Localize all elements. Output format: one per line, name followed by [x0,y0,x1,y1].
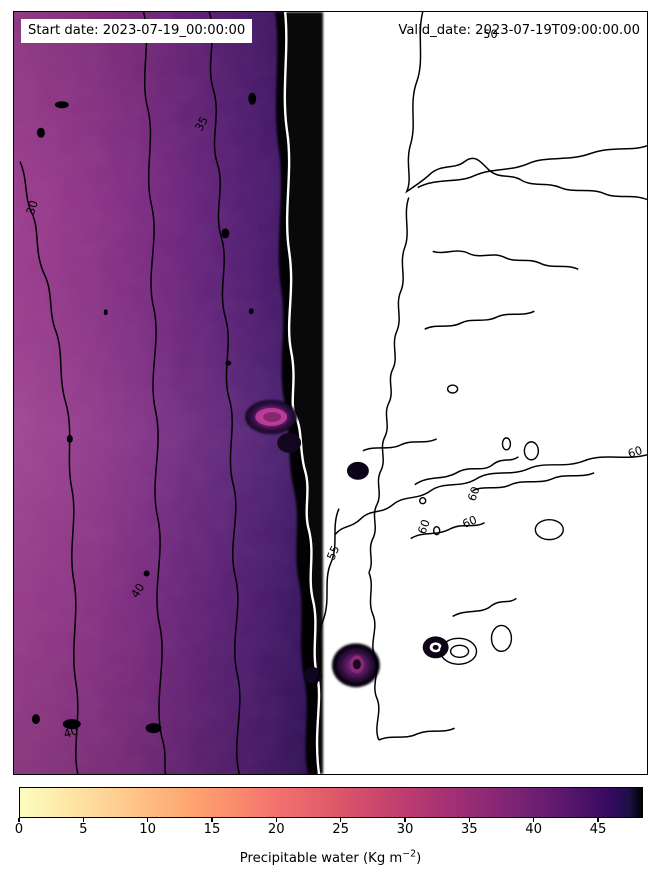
svg-text:60: 60 [415,517,433,535]
field-speckles [31,92,257,734]
colorbar-axis-label: Precipitable water (Kg m−2) [0,848,661,866]
colorbar-tick-mark [18,818,20,822]
colorbar-tick-label: 30 [396,822,414,837]
colorbar-tick-mark [404,818,406,822]
colorbar-tick-mark [533,818,535,822]
hotspot-group [245,399,449,688]
contour-label-group: 30 35 40 40 50 55 [23,27,644,741]
colorbar-tick-label: 45 [589,822,607,837]
precipitable-water-field: 30 35 40 40 50 55 [14,12,647,774]
start-date-title: Start date: 2023-07-19_00:00:00 [21,19,253,44]
colorbar-gradient [19,787,643,818]
colorbar-tick-label: 0 [14,822,24,837]
colorbar-tick-mark [82,818,84,822]
colorbar-tick-label: 10 [139,822,157,837]
svg-text:35: 35 [192,114,211,133]
colorbar-tick-label: 20 [267,822,285,837]
colorbar-tick-mark [468,818,470,822]
colorbar-tick-mark [597,818,599,822]
contour-islets [419,384,564,665]
colorbar-label-suffix: ) [416,851,422,866]
airmass-boundary [362,12,647,741]
svg-text:40: 40 [128,581,148,601]
colorbar-tick-label: 35 [460,822,478,837]
colorbar-tick-container: 0 5 10 15 20 25 30 35 40 45 [15,818,643,848]
colorbar-tick-label: 15 [203,822,221,837]
svg-text:60: 60 [626,443,644,461]
colorbar-tick-label: 40 [525,822,543,837]
colorbar-tick-mark [275,818,277,822]
map-axes[interactable]: 30 35 40 40 50 55 [13,11,648,775]
colorbar-label-exponent: −2 [402,848,417,860]
svg-text:30: 30 [23,198,41,216]
svg-text:40: 40 [62,723,80,741]
svg-text:60: 60 [464,485,482,503]
svg-text:60: 60 [460,512,479,530]
contour-lines [19,12,647,774]
colorbar-label-prefix: Precipitable water (Kg m [239,851,403,866]
svg-text:55: 55 [324,543,343,562]
colorbar-tick-label: 5 [79,822,88,837]
colorbar-tick-mark [147,818,149,822]
colorbar[interactable]: 0 5 10 15 20 25 30 35 40 45 [15,787,643,836]
valid-date-title: Valid_date: 2023-07-19T09:00:00.00 [398,23,640,38]
colorbar-tick-mark [340,818,342,822]
colorbar-tick-mark [211,818,213,822]
svg-text:50: 50 [483,27,497,41]
colorbar-tick-label: 25 [332,822,350,837]
